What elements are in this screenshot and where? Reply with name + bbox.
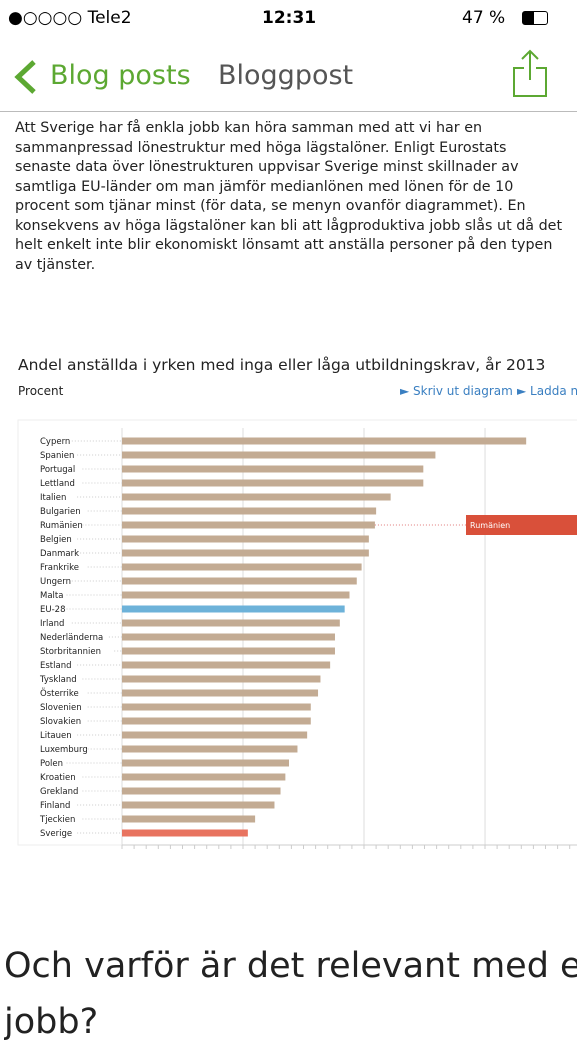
category-label: Portugal bbox=[40, 465, 75, 475]
bar bbox=[122, 689, 319, 697]
body-line: av tjänster. bbox=[15, 256, 96, 273]
bar bbox=[122, 633, 335, 641]
body-line: senaste data över lönestrukturen uppvisa… bbox=[15, 159, 519, 175]
category-label: Slovakien bbox=[40, 717, 81, 727]
bar bbox=[122, 521, 375, 529]
category-label: Ungern bbox=[40, 577, 71, 587]
bar bbox=[122, 787, 281, 795]
bar bbox=[122, 773, 286, 781]
bar bbox=[122, 591, 350, 599]
category-label: Frankrike bbox=[40, 563, 79, 573]
category-label: Österrike bbox=[40, 688, 79, 699]
body-line: konsekvens av höga lägstalöner kan bli a… bbox=[15, 217, 563, 234]
bar bbox=[122, 465, 424, 473]
bar bbox=[122, 745, 298, 753]
category-label: Tyskland bbox=[39, 675, 77, 685]
battery-text: 47 % bbox=[462, 8, 506, 28]
bar bbox=[122, 801, 275, 809]
body-line: sammanpressad lönestruktur med höga lägs… bbox=[15, 139, 507, 156]
bar bbox=[122, 451, 436, 459]
bar bbox=[122, 577, 357, 585]
category-label: Irland bbox=[40, 619, 64, 629]
bar bbox=[122, 815, 256, 823]
category-label: Tjeckien bbox=[39, 815, 75, 825]
category-label: Finland bbox=[40, 801, 70, 811]
category-label: Nederländerna bbox=[40, 633, 103, 643]
bar bbox=[122, 829, 248, 837]
chart-frame bbox=[17, 419, 577, 846]
bar bbox=[122, 731, 308, 739]
bar bbox=[122, 759, 289, 767]
body-line: procent som tjänar minst (för data, se m… bbox=[15, 198, 526, 214]
bar bbox=[122, 675, 321, 683]
category-label: Slovenien bbox=[40, 703, 82, 713]
y-label: Procent bbox=[18, 384, 64, 398]
nav-title: Bloggpost bbox=[218, 60, 354, 91]
heading-line: Och varför är det relevant med enkla bbox=[4, 946, 577, 986]
category-label: Litauen bbox=[40, 731, 72, 741]
category-label: Grekland bbox=[40, 787, 78, 797]
bar bbox=[122, 507, 377, 515]
back-icon[interactable] bbox=[8, 58, 42, 96]
category-label: Italien bbox=[40, 493, 66, 503]
tooltip-box bbox=[466, 515, 577, 535]
category-label: Estland bbox=[40, 661, 72, 671]
category-label: Danmark bbox=[40, 549, 79, 559]
battery-icon bbox=[522, 11, 548, 25]
bar bbox=[122, 437, 527, 445]
category-label: Storbritannien bbox=[40, 647, 101, 657]
bar bbox=[122, 563, 362, 571]
bar bbox=[122, 535, 369, 543]
page: ●○○○○ Tele2 12:31 47 % Blog posts Bloggp… bbox=[0, 8, 577, 1042]
bar bbox=[122, 661, 331, 669]
category-label: Kroatien bbox=[40, 773, 76, 783]
category-label: Lettland bbox=[40, 479, 75, 489]
category-label: Polen bbox=[40, 759, 63, 769]
category-label: Luxemburg bbox=[40, 745, 88, 755]
print-link[interactable]: ► Skriv ut diagram bbox=[400, 384, 513, 398]
bar bbox=[122, 549, 369, 557]
category-label: Malta bbox=[40, 591, 63, 601]
bar bbox=[122, 647, 335, 655]
body-line: Att Sverige har få enkla jobb kan höra s… bbox=[15, 120, 483, 136]
heading-line: jobb? bbox=[4, 1002, 99, 1042]
body-line: helt enkelt inte blir ekonomiskt lönsamt… bbox=[15, 237, 553, 253]
bar bbox=[122, 493, 391, 501]
carrier: ●○○○○ Tele2 bbox=[8, 8, 132, 28]
category-label: Belgien bbox=[40, 535, 72, 545]
nav-divider bbox=[0, 111, 577, 112]
bar bbox=[122, 717, 311, 725]
category-label: Bulgarien bbox=[40, 507, 81, 517]
share-icon[interactable] bbox=[510, 48, 550, 100]
chart-title: Andel anställda i yrken med inga eller l… bbox=[18, 356, 546, 374]
bar bbox=[122, 619, 340, 627]
back-button[interactable]: Blog posts bbox=[50, 60, 191, 91]
body-text: Att Sverige har få enkla jobb kan höra s… bbox=[15, 119, 577, 275]
bar bbox=[122, 479, 424, 487]
chart: Cypern Spanien Portugal Lettland Italien Bulg… bbox=[17, 419, 577, 849]
download-link[interactable]: ► Ladda ner bbox=[517, 384, 577, 398]
category-label: Spanien bbox=[40, 451, 74, 461]
tooltip-text: Rumänien bbox=[470, 521, 510, 530]
time: 12:31 bbox=[262, 8, 317, 28]
category-label: Sverige bbox=[40, 829, 72, 839]
category-label: Rumänien bbox=[40, 521, 83, 531]
category-label: EU-28 bbox=[40, 605, 65, 615]
category-label: Cypern bbox=[40, 437, 70, 447]
bar bbox=[122, 605, 345, 613]
body-line: samtliga EU-länder om man jämför medianl… bbox=[15, 178, 514, 195]
bar bbox=[122, 703, 311, 711]
heading: Och varför är det relevant med enkla jobb… bbox=[4, 938, 577, 1050]
